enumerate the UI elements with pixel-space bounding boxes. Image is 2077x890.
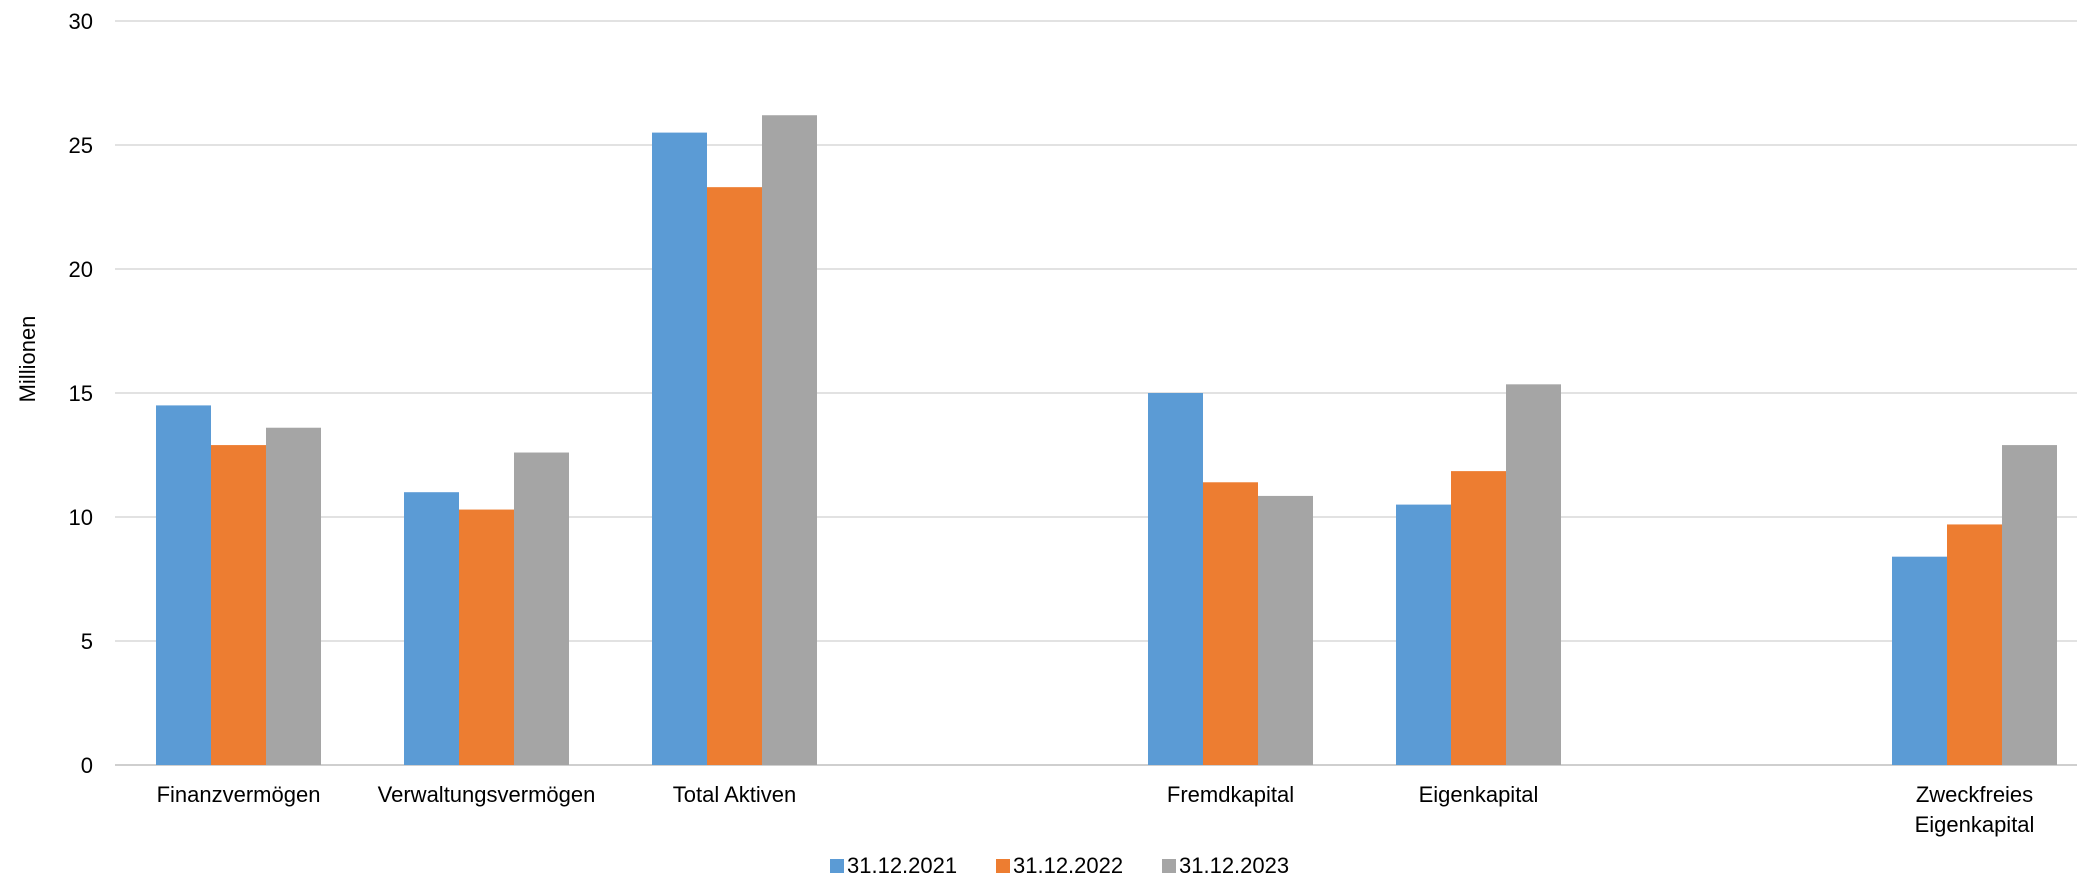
x-category-label: Eigenkapital bbox=[1915, 812, 2035, 837]
bar-31-12-2023-0 bbox=[266, 427, 321, 765]
bar-31-12-2021-0 bbox=[156, 405, 211, 765]
legend-label: 31.12.2023 bbox=[1179, 853, 1289, 878]
bars bbox=[156, 115, 2057, 766]
legend-swatch bbox=[1162, 859, 1176, 873]
y-tick-label: 10 bbox=[69, 505, 93, 530]
bar-31-12-2022-4 bbox=[1203, 482, 1258, 765]
bar-31-12-2021-7 bbox=[1892, 556, 1947, 765]
bar-31-12-2022-2 bbox=[707, 187, 762, 765]
bar-31-12-2021-5 bbox=[1396, 504, 1451, 765]
bar-31-12-2023-2 bbox=[762, 115, 817, 766]
bar-31-12-2021-4 bbox=[1148, 393, 1203, 765]
y-tick-label: 30 bbox=[69, 9, 93, 34]
y-axis-ticks: 0 5 10 15 20 25 30 bbox=[69, 9, 93, 778]
bar-31-12-2022-1 bbox=[459, 509, 514, 765]
x-category-label: Verwaltungsvermögen bbox=[378, 782, 596, 807]
bar-31-12-2021-1 bbox=[404, 492, 459, 765]
x-category-label: Finanzvermögen bbox=[157, 782, 321, 807]
bar-31-12-2023-4 bbox=[1258, 495, 1313, 765]
legend-label: 31.12.2022 bbox=[1013, 853, 1123, 878]
legend-label: 31.12.2021 bbox=[847, 853, 957, 878]
bar-31-12-2021-2 bbox=[652, 132, 707, 766]
bar-31-12-2023-1 bbox=[514, 452, 569, 765]
x-category-label: Total Aktiven bbox=[673, 782, 797, 807]
y-tick-label: 0 bbox=[81, 753, 93, 778]
legend-swatch bbox=[830, 859, 844, 873]
bar-31-12-2022-5 bbox=[1451, 471, 1506, 765]
y-tick-label: 5 bbox=[81, 629, 93, 654]
y-tick-label: 20 bbox=[69, 257, 93, 282]
x-category-label: Zweckfreies bbox=[1916, 782, 2033, 807]
legend-swatch bbox=[996, 859, 1010, 873]
y-axis-title: Millionen bbox=[15, 316, 40, 403]
bar-31-12-2022-0 bbox=[211, 445, 266, 765]
bar-31-12-2023-7 bbox=[2002, 445, 2057, 765]
x-axis-category-labels: Finanzvermögen Verwaltungsvermögen Total A… bbox=[157, 782, 2035, 837]
legend: 31.12.2021 31.12.2022 31.12.2023 bbox=[830, 853, 1289, 878]
x-category-label: Fremdkapital bbox=[1167, 782, 1294, 807]
y-tick-label: 25 bbox=[69, 133, 93, 158]
y-tick-label: 15 bbox=[69, 381, 93, 406]
x-category-label: Eigenkapital bbox=[1419, 782, 1539, 807]
bar-31-12-2023-5 bbox=[1506, 384, 1561, 765]
bar-31-12-2022-7 bbox=[1947, 524, 2002, 765]
